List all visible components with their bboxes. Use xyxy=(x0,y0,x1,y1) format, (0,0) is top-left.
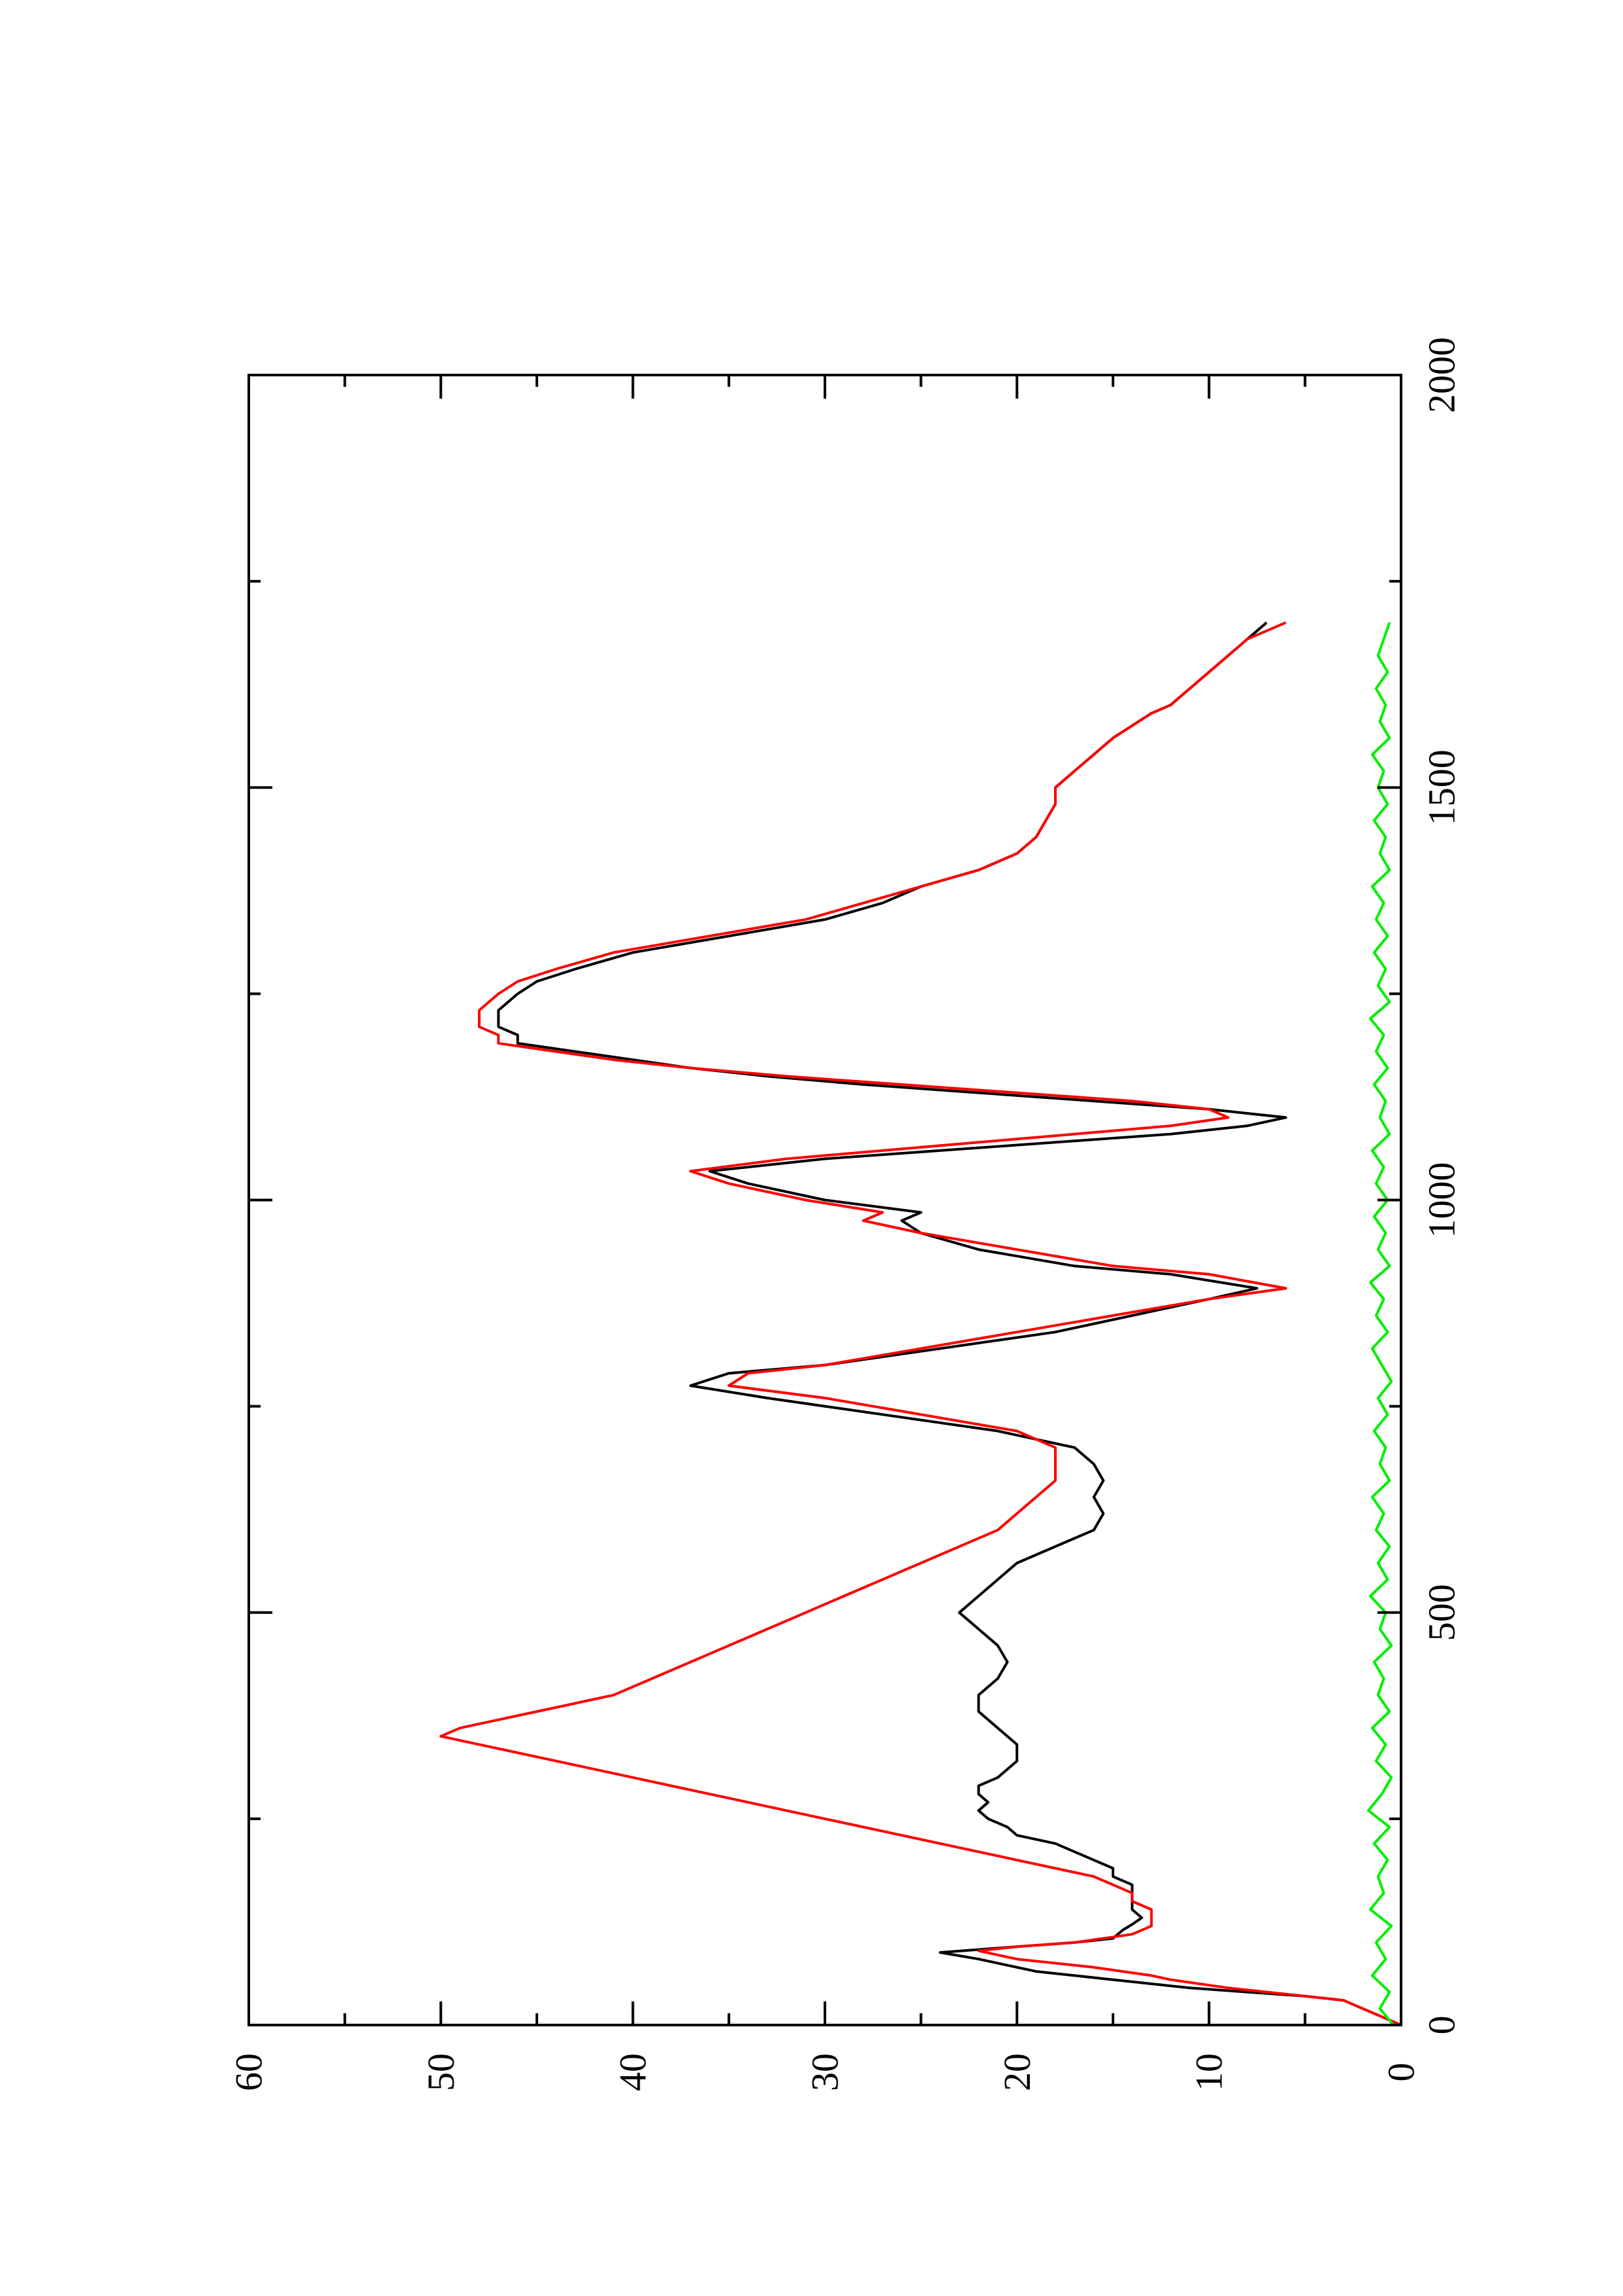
y-tick-label: 10 xyxy=(1188,2053,1230,2091)
x-tick-label: 1500 xyxy=(1421,749,1463,825)
y-tick-label: 40 xyxy=(611,2053,654,2091)
series-line-2 xyxy=(1367,622,1395,2026)
x-tick-label: 500 xyxy=(1421,1584,1463,1641)
y-tick-label: 60 xyxy=(228,2053,270,2091)
x-tick-label: 2000 xyxy=(1421,337,1463,413)
y-tick-label: 30 xyxy=(804,2053,847,2091)
y-tick-label: 20 xyxy=(996,2053,1038,2091)
y-tick-label: 50 xyxy=(420,2053,462,2091)
tick-labels: 0 500 1000 1500 2000 0 10 20 30 40 50 60 xyxy=(228,337,1463,2091)
series-line-1 xyxy=(439,621,1402,2026)
x-tick-label: 0 xyxy=(1421,2016,1463,2035)
y-tick-label: 0 xyxy=(1380,2063,1423,2082)
axis-ticks xyxy=(247,374,1402,2026)
x-tick-label: 1000 xyxy=(1421,1162,1463,1238)
series-line-0 xyxy=(497,621,1402,2026)
series-layer xyxy=(439,621,1402,2026)
